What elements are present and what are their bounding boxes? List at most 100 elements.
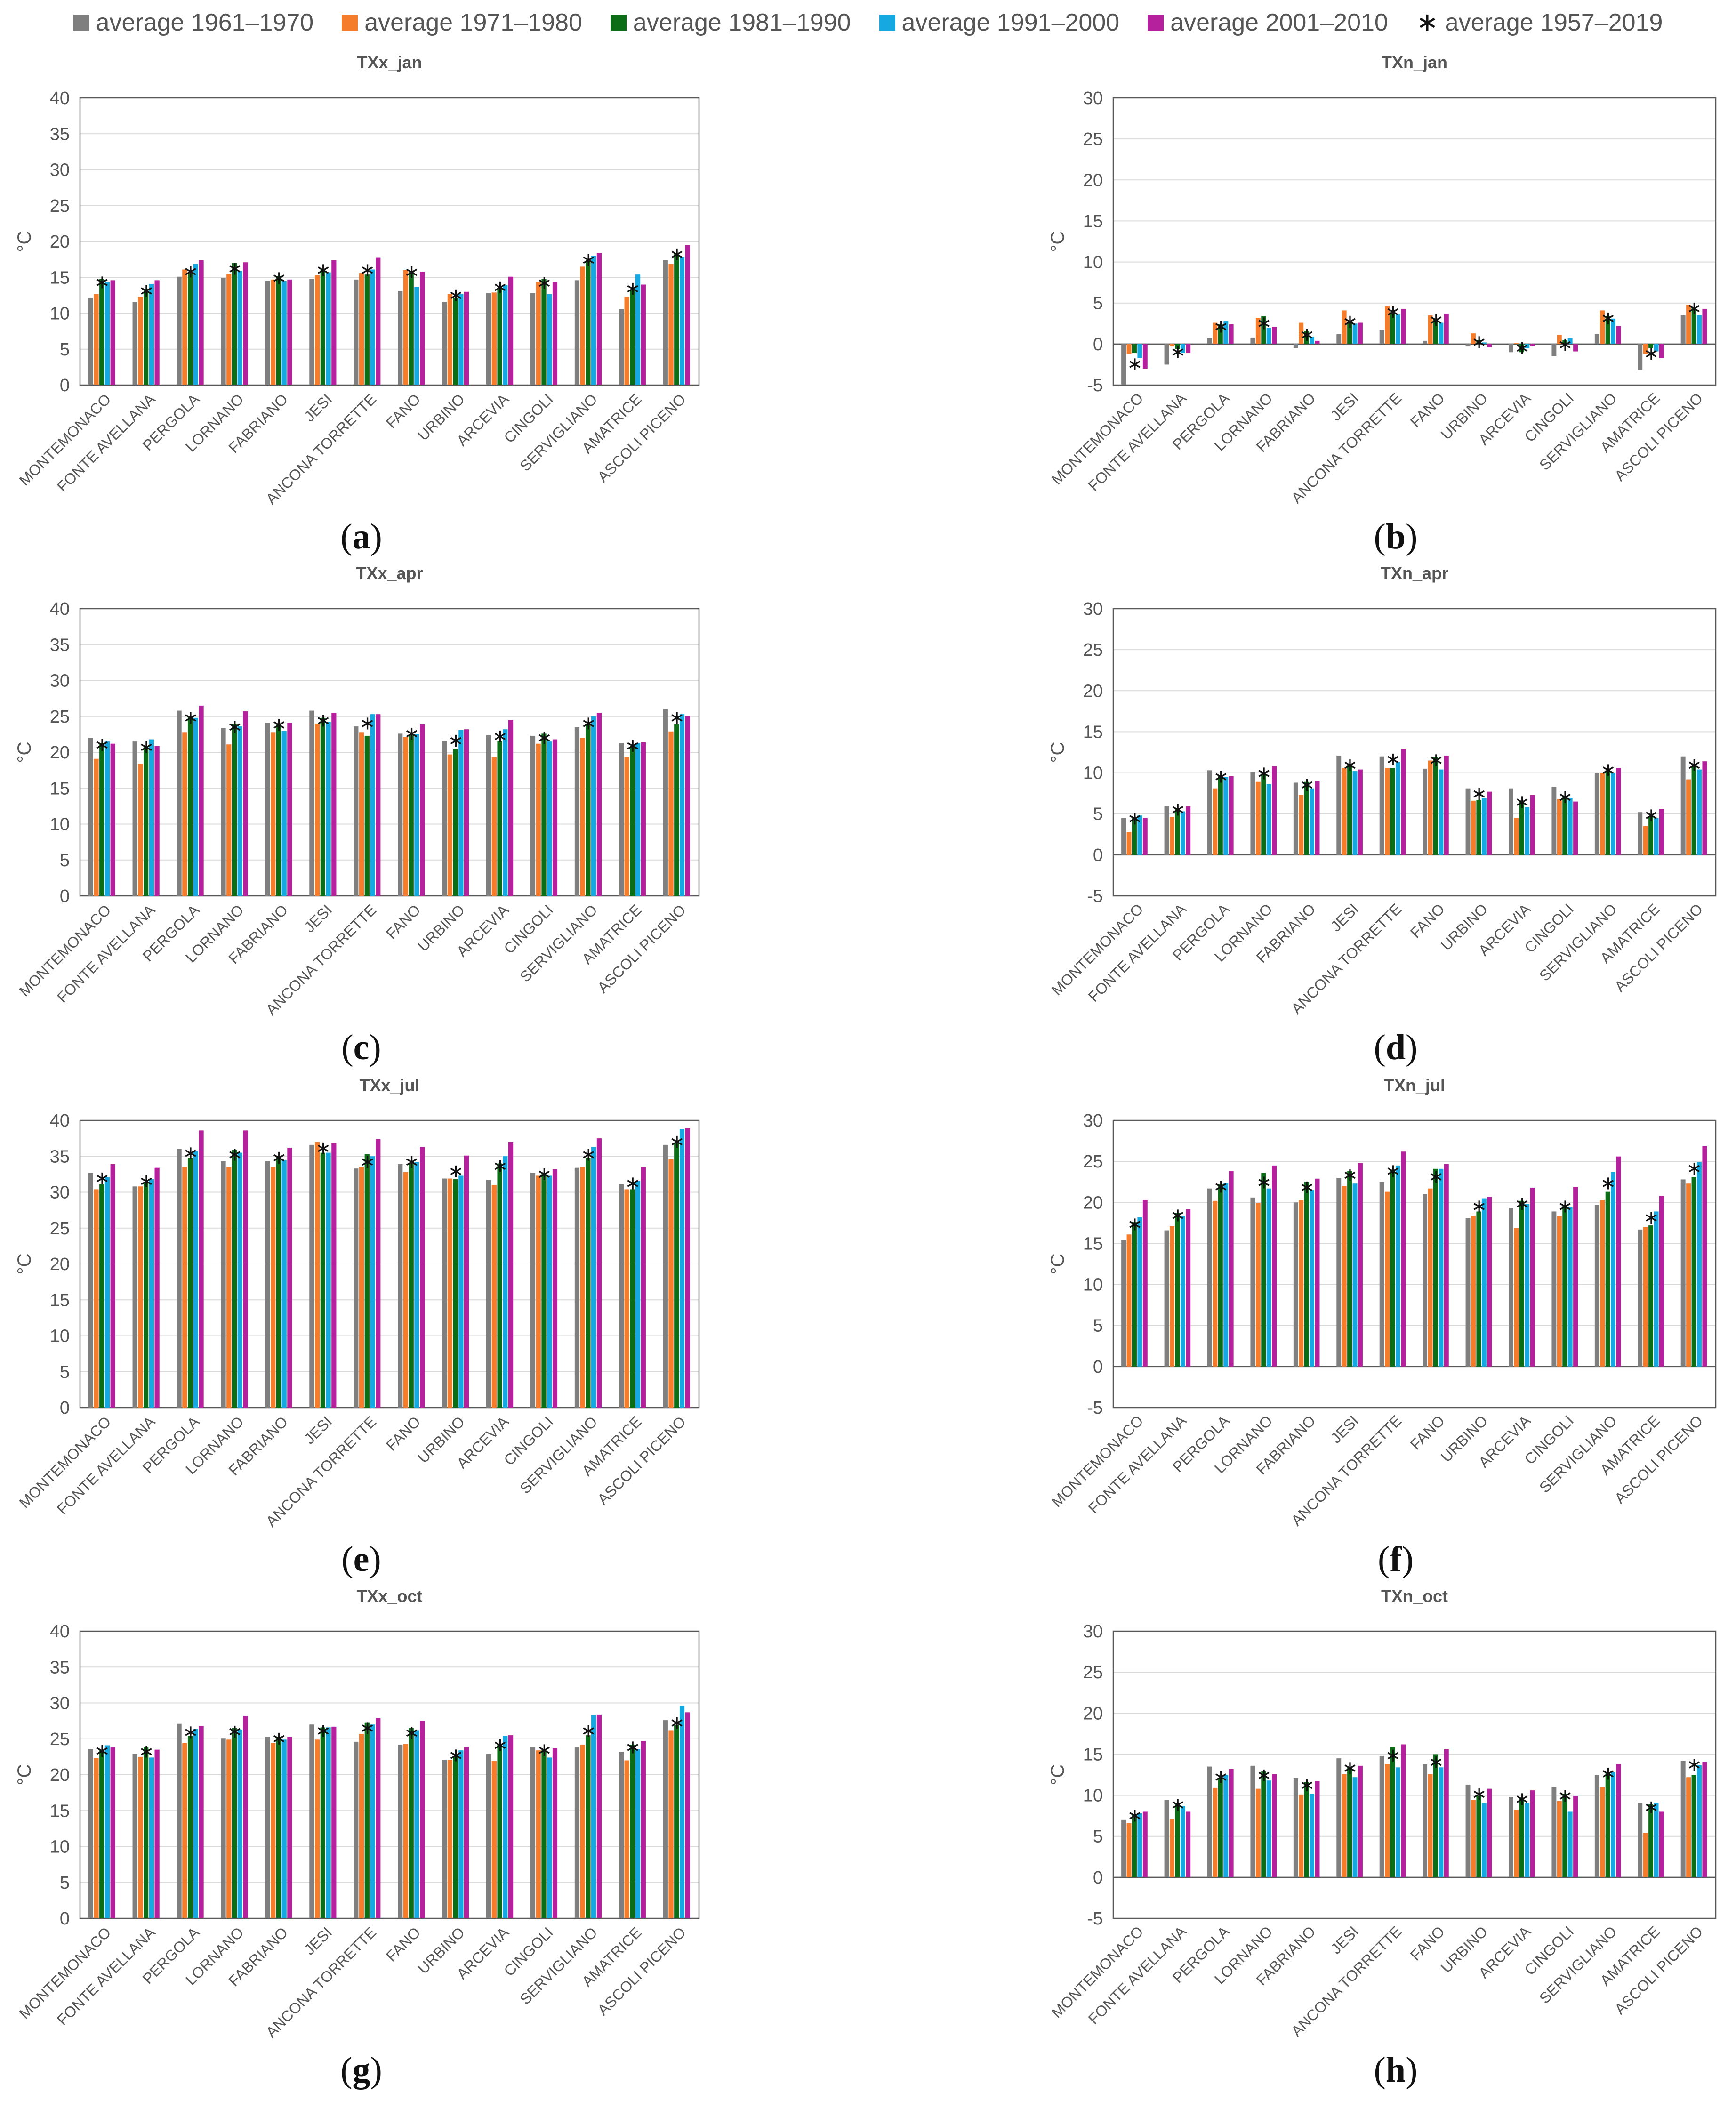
average-marker: ∗ [404,1151,420,1173]
bar [1342,310,1347,344]
average-marker: ∗ [1514,1788,1530,1810]
bar [1142,344,1148,369]
average-marker: ∗ [492,1734,508,1756]
bar [376,257,381,385]
bar [364,1722,370,1918]
bar [1352,1183,1358,1367]
bar [1347,764,1352,855]
bar [1525,344,1530,348]
bar [624,297,629,385]
y-axis-label: °C [1047,1764,1068,1786]
bar [221,278,226,385]
bar [619,309,624,385]
average-marker: ∗ [138,280,154,302]
bar [309,1724,314,1918]
bar [574,280,580,385]
bar [453,1756,458,1918]
average-marker: ∗ [580,712,596,734]
x-tick-label: SERVIGLIANO [1536,389,1620,473]
y-tick-label: 15 [1083,722,1103,742]
bar [1229,1769,1234,1877]
average-marker: ∗ [1557,786,1573,808]
bar [1186,1209,1191,1367]
bar [354,1168,359,1408]
bar [1137,1217,1142,1367]
average-marker: ∗ [1170,341,1186,363]
panel-caption-letter: d [1386,1028,1406,1067]
bar [1272,1774,1277,1877]
bar [1487,344,1492,347]
bar [232,724,237,896]
bar [1396,762,1400,855]
legend-item: ∗ average 1957–2019 [1416,8,1663,37]
average-marker: ∗ [1213,766,1229,788]
average-marker: ∗ [1385,749,1401,770]
bar [668,731,674,896]
y-tick-label: 10 [1083,253,1103,273]
bar [1702,761,1707,855]
bar [574,1167,580,1408]
bar [497,288,502,385]
bar [635,274,641,385]
bar [1423,1764,1428,1877]
y-tick-label: 20 [50,1765,70,1785]
bar [685,1128,690,1408]
bar [232,1728,237,1918]
y-tick-label: 10 [1083,1275,1103,1295]
x-tick-label: JESI [1327,900,1362,934]
bar [1385,768,1390,855]
bar [1551,787,1557,855]
average-marker: ∗ [625,1737,641,1758]
bar [530,1173,536,1408]
y-tick-label: 30 [1083,599,1103,619]
average-marker: ∗ [360,1151,376,1173]
bar [138,297,143,385]
bar [1304,1182,1309,1367]
bar [663,1144,668,1408]
bar [503,1736,508,1918]
y-tick-label: 25 [50,1730,70,1749]
bar [138,1756,143,1918]
y-tick-label: 15 [50,779,70,798]
bar [281,1739,287,1918]
x-tick-label: FANO [383,901,424,942]
bar [287,723,292,896]
bar [99,743,104,896]
bar [1567,1811,1573,1877]
average-marker: ∗ [1643,1207,1659,1229]
y-tick-label: 30 [50,671,70,691]
bar [1648,1804,1654,1877]
bar [1336,755,1342,855]
bar [641,1741,646,1918]
average-marker: ∗ [625,735,641,757]
bar [674,253,679,385]
bar [1126,344,1132,354]
bar [1137,815,1142,855]
bar [1132,344,1137,354]
average-marker: ∗ [1213,1766,1229,1787]
bar [679,1129,685,1408]
bar [1261,1173,1266,1367]
bar [1638,812,1643,855]
average-marker: ∗ [360,1717,376,1739]
bar [1336,334,1342,344]
bar [547,1175,552,1408]
bar [453,749,458,896]
bar [309,710,314,896]
bar [1471,333,1476,344]
bar [486,1754,491,1918]
average-marker: ∗ [1514,1193,1530,1215]
average-marker: ∗ [183,1143,199,1164]
bar [199,1130,204,1408]
bar [1347,322,1352,344]
average-marker: ∗ [1428,1166,1444,1188]
bar [1250,772,1255,855]
bar [1465,1784,1471,1877]
bar [1223,777,1229,855]
average-marker: ∗ [315,1137,331,1159]
y-tick-label: 5 [1093,1827,1103,1847]
bar [1638,1229,1643,1367]
bar [104,1745,110,1918]
